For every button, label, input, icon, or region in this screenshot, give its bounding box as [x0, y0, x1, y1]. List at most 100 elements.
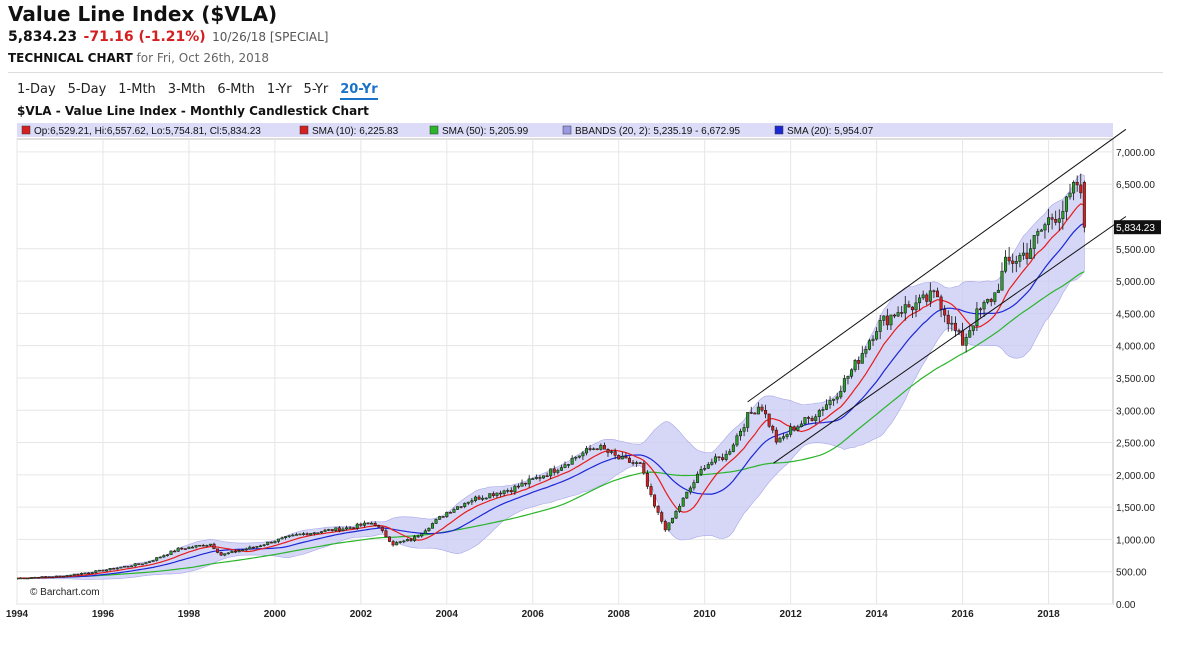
legend-swatch: [21, 125, 31, 135]
candle-body: [54, 575, 58, 578]
tab-20-yr[interactable]: 20-Yr: [340, 82, 378, 100]
legend-swatch: [429, 125, 439, 135]
candle-body: [1029, 248, 1033, 259]
candle-body: [731, 444, 735, 452]
candle-body: [62, 575, 66, 578]
candle-body: [975, 308, 979, 326]
candle-body: [946, 314, 950, 325]
x-tick-label: 1998: [178, 609, 201, 620]
candle-body: [223, 553, 227, 556]
candle-body: [1061, 211, 1065, 219]
legend-swatch: [774, 125, 784, 135]
candle-body: [441, 516, 445, 518]
tab-5-day[interactable]: 5-Day: [67, 82, 107, 97]
candle-body: [814, 416, 818, 421]
y-tick-label: 5,500.00: [1116, 245, 1155, 256]
candle-body: [950, 322, 954, 325]
candle-body: [728, 451, 732, 455]
y-tick-label: 4,000.00: [1116, 342, 1155, 353]
candle-body: [653, 494, 657, 507]
candle-body: [699, 469, 703, 475]
candle-body: [524, 482, 528, 485]
candle-body: [330, 529, 334, 531]
candle-body: [140, 563, 144, 566]
candle-body: [703, 468, 707, 470]
candle-body: [481, 497, 485, 500]
candle-body: [839, 391, 843, 398]
x-tick-label: 2016: [951, 609, 974, 620]
candle-body: [416, 535, 420, 538]
tab-1-yr[interactable]: 1-Yr: [266, 82, 292, 97]
candle-body: [1021, 252, 1025, 256]
candle-body: [602, 445, 606, 450]
candle-body: [534, 477, 538, 479]
candle-body: [810, 417, 814, 421]
candle-body: [259, 545, 263, 547]
candle-body: [910, 306, 914, 311]
candle-body: [395, 542, 399, 546]
candle-body: [180, 547, 184, 550]
candle-body: [241, 549, 245, 552]
tab-3-mth[interactable]: 3-Mth: [167, 82, 206, 97]
candle-body: [850, 369, 854, 377]
candle-body: [108, 568, 112, 571]
candle-body: [871, 338, 875, 341]
candle-body: [208, 543, 212, 546]
candle-body: [1014, 261, 1018, 264]
candle-body: [1025, 252, 1029, 259]
candle-body: [939, 296, 943, 310]
candle-body: [491, 493, 495, 496]
candle-body: [29, 577, 33, 579]
candle-body: [445, 512, 449, 517]
candle-body: [617, 455, 621, 460]
x-tick-label: 1996: [92, 609, 115, 620]
candle-body: [155, 557, 159, 561]
candle-body: [685, 491, 689, 499]
candle-body: [466, 501, 470, 504]
candle-body: [1039, 229, 1043, 232]
candle-body: [502, 490, 506, 495]
candle-body: [570, 457, 574, 465]
candle-body: [255, 546, 259, 548]
candle-body: [778, 437, 782, 443]
candle-body: [592, 448, 596, 451]
y-tick-label: 3,000.00: [1116, 406, 1155, 417]
tab-1-day[interactable]: 1-Day: [17, 82, 56, 97]
candle-body: [198, 544, 202, 547]
candle-body: [19, 577, 23, 580]
candle-body: [918, 297, 922, 304]
candle-body: [309, 533, 313, 536]
legend-entry: SMA (10): 6,225.83: [312, 126, 399, 137]
candle-body: [875, 331, 879, 340]
candle-body: [430, 523, 434, 529]
candle-body: [803, 417, 807, 425]
plot-area: [16, 138, 1114, 605]
plot-layer: [17, 173, 1086, 580]
candle-body: [169, 550, 173, 555]
candle-body: [345, 527, 349, 530]
candle-body: [674, 511, 678, 519]
candle-body: [663, 521, 667, 531]
candle-body: [119, 566, 123, 569]
candle-body: [760, 406, 764, 411]
tab-1-mth[interactable]: 1-Mth: [118, 82, 156, 97]
candle-body: [792, 426, 796, 431]
tab-6-mth[interactable]: 6-Mth: [217, 82, 255, 97]
candle-body: [989, 298, 993, 302]
candle-body: [885, 315, 889, 326]
candle-body: [413, 536, 417, 541]
candle-body: [1000, 270, 1004, 291]
candle-body: [516, 485, 520, 488]
candle-body: [656, 505, 660, 513]
candle-body: [226, 552, 230, 555]
x-tick-label: 2008: [608, 609, 631, 620]
candle-body: [867, 340, 871, 350]
tab-5-yr[interactable]: 5-Yr: [303, 82, 329, 97]
candle-body: [957, 330, 961, 332]
candle-body: [1075, 182, 1079, 186]
candle-body: [448, 512, 452, 514]
candle-body: [273, 541, 277, 544]
candle-body: [896, 312, 900, 317]
candle-body: [463, 503, 467, 507]
